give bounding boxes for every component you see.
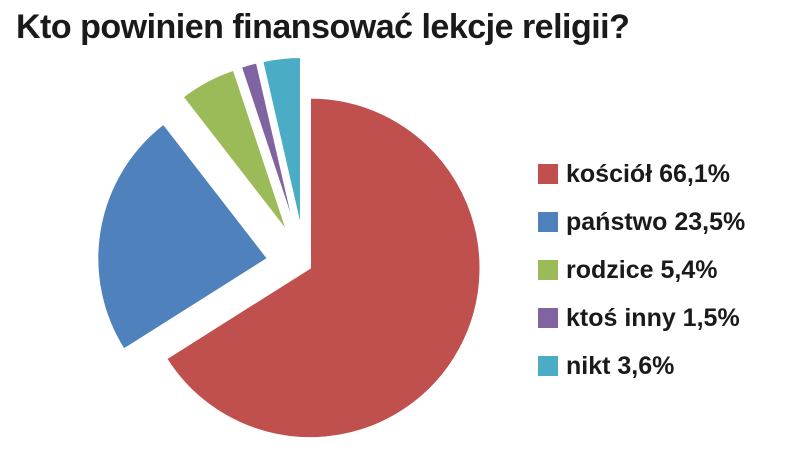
pie-slice-nikt bbox=[261, 56, 302, 228]
legend-label: rodzice 5,4% bbox=[566, 255, 718, 284]
legend-item-panstwo: państwo 23,5% bbox=[538, 198, 745, 246]
legend-item-ktos-inny: ktoś inny 1,5% bbox=[538, 294, 745, 342]
legend-label: państwo 23,5% bbox=[566, 207, 746, 236]
legend-swatch bbox=[538, 212, 558, 232]
legend-swatch bbox=[538, 356, 558, 376]
legend-label: ktoś inny 1,5% bbox=[566, 303, 740, 332]
legend-item-kosciol: kościół 66,1% bbox=[538, 150, 745, 198]
legend-item-nikt: nikt 3,6% bbox=[538, 342, 745, 390]
pie-slice-panstwo bbox=[96, 122, 269, 351]
pie-slice-ktos-inny bbox=[240, 61, 296, 229]
pie-slice-kosciol bbox=[165, 97, 481, 439]
legend-label: kościół 66,1% bbox=[566, 159, 730, 188]
legend-swatch bbox=[538, 308, 558, 328]
pie-slice-rodzice bbox=[181, 69, 288, 232]
legend: kościół 66,1% państwo 23,5% rodzice 5,4%… bbox=[538, 150, 745, 390]
legend-swatch bbox=[538, 164, 558, 184]
legend-label: nikt 3,6% bbox=[566, 351, 675, 380]
chart-title: Kto powinien finansować lekcje religii? bbox=[16, 8, 630, 46]
legend-swatch bbox=[538, 260, 558, 280]
legend-item-rodzice: rodzice 5,4% bbox=[538, 246, 745, 294]
